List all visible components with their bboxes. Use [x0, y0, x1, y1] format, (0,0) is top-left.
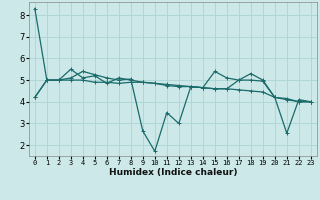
X-axis label: Humidex (Indice chaleur): Humidex (Indice chaleur)	[108, 168, 237, 177]
